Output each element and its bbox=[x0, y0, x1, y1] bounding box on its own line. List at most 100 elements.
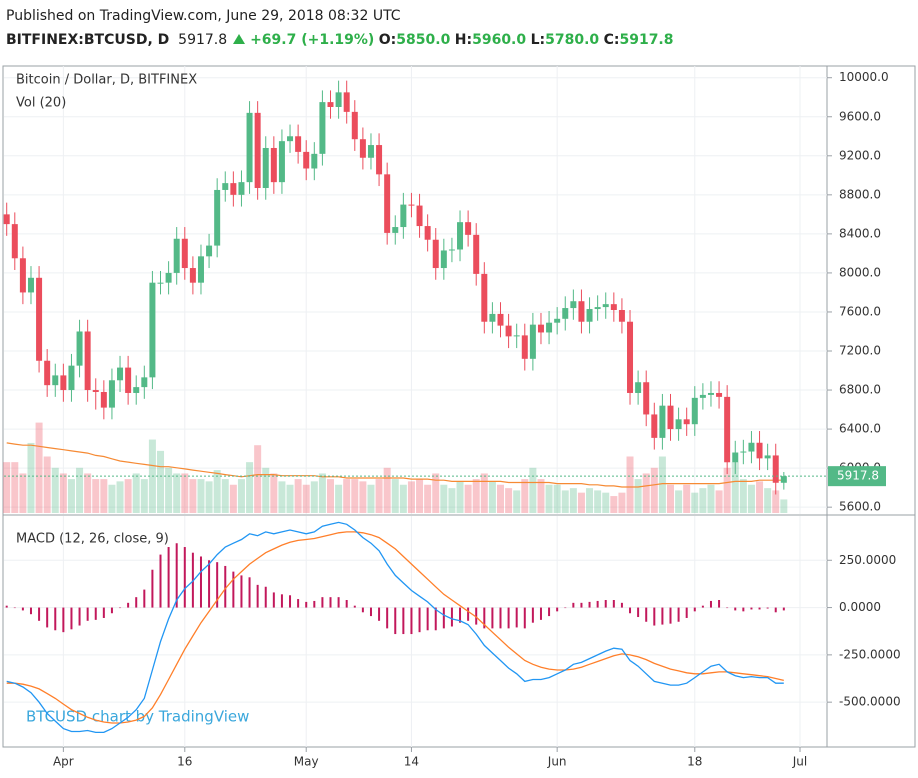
frame bbox=[2, 65, 916, 748]
candle-body bbox=[756, 442, 763, 459]
y-tick-label: 9200.0 bbox=[839, 148, 881, 162]
volume-bar bbox=[472, 479, 480, 513]
volume-bar bbox=[553, 484, 561, 513]
histogram-bar bbox=[159, 554, 162, 608]
quote-line: BITFINEX:BTCUSD, D 5917.8 +69.7 (+1.19%)… bbox=[6, 28, 674, 52]
candle-body bbox=[3, 214, 10, 225]
histogram-bar bbox=[596, 600, 599, 608]
volume-bar bbox=[561, 490, 569, 513]
volume-bar bbox=[699, 488, 707, 513]
histogram-bar bbox=[394, 607, 397, 635]
candle-body bbox=[27, 277, 34, 293]
volume-bar bbox=[529, 467, 537, 513]
histogram-bar bbox=[653, 607, 656, 626]
volume-bar bbox=[594, 490, 602, 513]
candle-body bbox=[173, 238, 180, 273]
volume-bar bbox=[691, 492, 699, 513]
volume-bar bbox=[327, 479, 335, 513]
histogram-bar bbox=[70, 607, 73, 630]
volume-bar bbox=[626, 456, 634, 513]
volume-bar bbox=[359, 481, 367, 513]
volume-bar bbox=[67, 479, 75, 513]
histogram-bar bbox=[13, 607, 16, 609]
histogram-bar bbox=[386, 607, 389, 629]
histogram-bar bbox=[669, 607, 672, 624]
volume-bar bbox=[569, 488, 577, 513]
histogram-bar bbox=[264, 586, 267, 608]
volume-bar bbox=[213, 470, 221, 513]
candle-body bbox=[68, 365, 75, 391]
candle-body bbox=[740, 451, 747, 453]
up-arrow bbox=[232, 34, 245, 44]
candle-body bbox=[100, 391, 107, 408]
volume-bar bbox=[642, 473, 650, 513]
candle-body bbox=[424, 226, 431, 240]
volume-bar bbox=[189, 479, 197, 513]
candle-body bbox=[76, 331, 83, 366]
histogram-bar bbox=[143, 589, 146, 608]
histogram-bar bbox=[645, 607, 648, 622]
histogram-bar bbox=[507, 607, 510, 629]
histogram-bar bbox=[256, 584, 259, 608]
volume-bar bbox=[318, 473, 326, 513]
volume-bar bbox=[286, 484, 294, 513]
candle-body bbox=[287, 136, 294, 142]
candle-body bbox=[465, 222, 472, 235]
candle-body bbox=[748, 442, 755, 452]
histogram-bar bbox=[742, 607, 745, 612]
candle-body bbox=[651, 414, 658, 438]
volume-bar bbox=[666, 484, 674, 513]
volume-bar bbox=[505, 488, 513, 513]
candle-body bbox=[724, 396, 731, 463]
volume-bar bbox=[3, 462, 11, 513]
candle-body bbox=[780, 476, 787, 483]
volume-bar bbox=[270, 473, 278, 513]
y-tick-label: 8800.0 bbox=[839, 187, 881, 201]
candle-body bbox=[473, 234, 480, 274]
candle-body bbox=[602, 304, 609, 308]
histogram-bar bbox=[620, 602, 623, 608]
histogram-bar bbox=[709, 600, 712, 608]
indicator-title: MACD (12, 26, close, 9) bbox=[16, 532, 169, 547]
histogram-bar bbox=[564, 607, 567, 609]
y-tick-label: 0.0000 bbox=[839, 600, 881, 614]
candle-body bbox=[440, 250, 447, 269]
x-tick-label: Apr bbox=[53, 755, 74, 769]
histogram-bar bbox=[734, 607, 737, 611]
volume-bar bbox=[756, 481, 764, 513]
volume-bar bbox=[165, 467, 173, 513]
volume-bar bbox=[205, 481, 213, 513]
volume-bar bbox=[399, 484, 407, 513]
histogram-bar bbox=[685, 607, 688, 618]
candle-body bbox=[311, 153, 318, 169]
volume-bar bbox=[335, 484, 343, 513]
candle-body bbox=[489, 313, 496, 322]
candle-body bbox=[278, 141, 285, 183]
histogram-bar bbox=[499, 607, 502, 629]
candle-body bbox=[133, 387, 140, 393]
volume-bar bbox=[456, 481, 464, 513]
volume-bar bbox=[480, 473, 488, 513]
histogram-bar bbox=[272, 592, 275, 608]
histogram-bar bbox=[588, 601, 591, 608]
histogram-bar bbox=[718, 600, 721, 608]
histogram-bar bbox=[224, 565, 227, 608]
histogram-bar bbox=[167, 547, 170, 608]
volume-bar bbox=[294, 479, 302, 513]
volume-bar bbox=[343, 479, 351, 513]
volume-bar bbox=[140, 479, 148, 513]
volume-bar bbox=[602, 492, 610, 513]
histogram-bar bbox=[102, 607, 105, 618]
y-tick-label: 250.0000 bbox=[839, 553, 896, 567]
open-label: O: bbox=[378, 32, 397, 48]
candle-body bbox=[408, 204, 415, 206]
histogram-bar bbox=[523, 607, 526, 629]
candle-body bbox=[432, 239, 439, 269]
candle-body bbox=[44, 360, 51, 386]
x-tick-label: Jun bbox=[547, 755, 567, 769]
volume-bar bbox=[764, 488, 772, 513]
candle-body bbox=[376, 145, 383, 175]
x-tick-label: 16 bbox=[177, 755, 192, 769]
histogram-bar bbox=[135, 597, 138, 608]
volume-bar bbox=[650, 467, 658, 513]
